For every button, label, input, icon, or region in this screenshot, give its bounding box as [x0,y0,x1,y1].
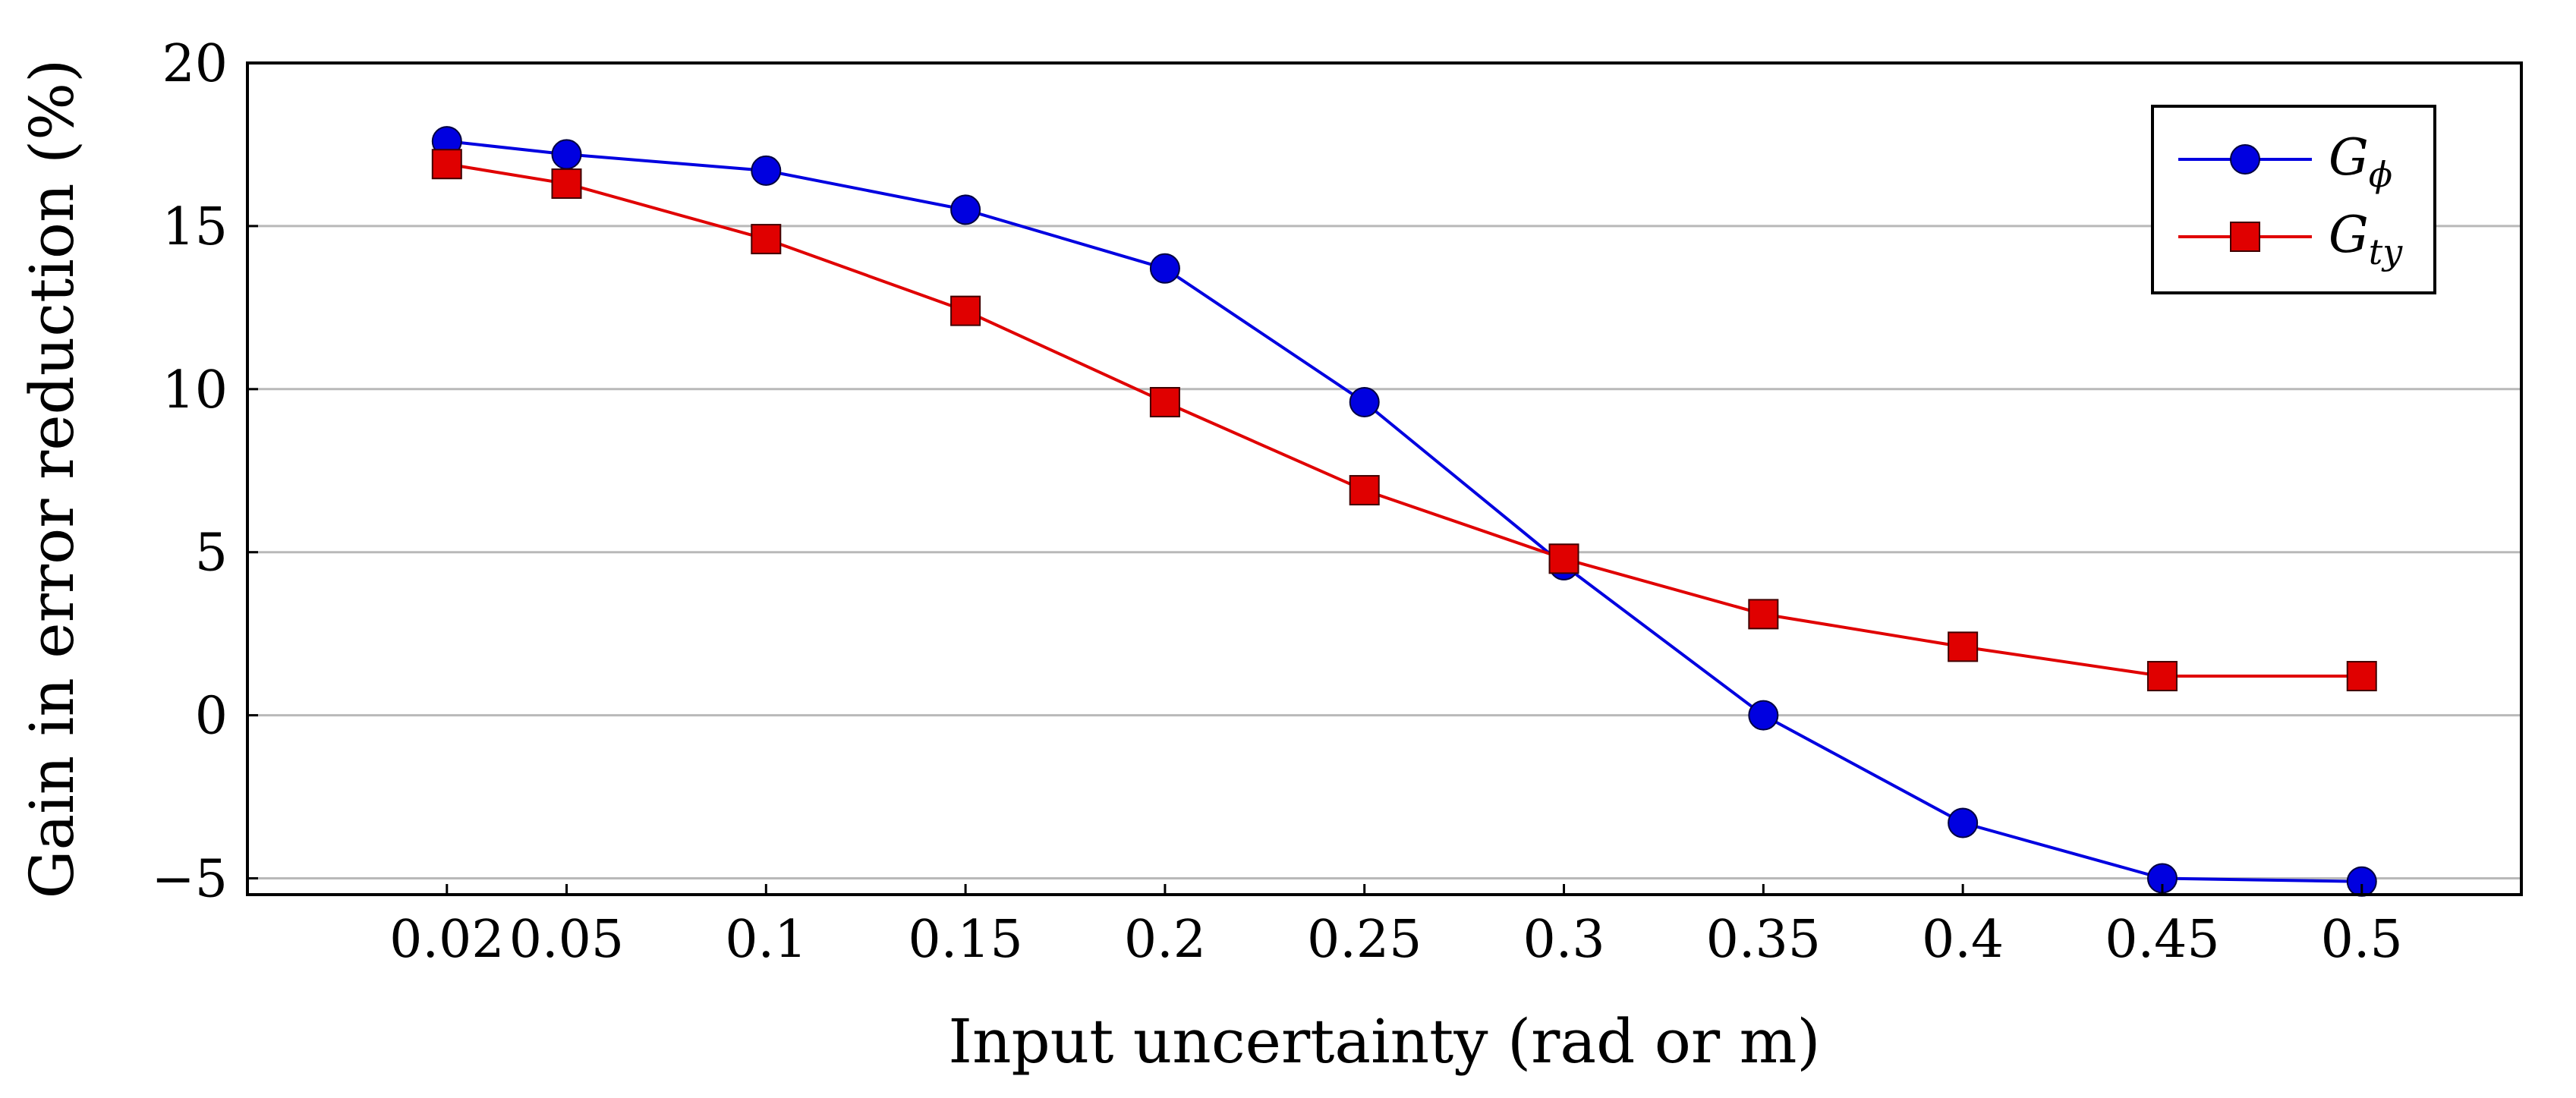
data-point [1948,807,1979,838]
x-tick-label: 0.2 [1124,910,1206,970]
x-tick-label: 0.25 [1307,910,1422,970]
data-point [1748,700,1779,731]
y-tick-label: −5 [152,850,228,910]
legend-label: Gϕ [2329,128,2392,195]
y-axis-title: Gain in error reduction (%) [17,59,87,899]
data-point [2346,661,2377,692]
x-tick-label: 0.45 [2105,910,2219,970]
x-tick-label: 0.05 [509,910,624,970]
legend: Gϕ Gty [2151,105,2436,294]
y-tick-label: 15 [162,197,228,257]
x-tick-label: 0.35 [1706,910,1821,970]
x-tick-label: 0.5 [2321,910,2403,970]
data-point [2146,661,2178,692]
x-tick-label: 0.15 [908,910,1022,970]
plot-frame [246,61,2523,896]
data-point [1149,253,1180,284]
y-tick-label: 5 [195,524,228,584]
data-point [431,149,462,180]
legend-label: Gty [2329,206,2403,272]
data-point [1349,475,1380,506]
y-tick-label: 20 [162,34,228,94]
x-axis-ticks: 0.02 0.05 0.1 0.15 0.2 0.25 0.3 0.35 0.4 0.45 0.5 [389,884,2403,970]
x-tick-label: 0.3 [1523,910,1604,970]
x-tick-label: 0.1 [725,910,807,970]
series-line [446,162,2362,678]
legend-box [2151,105,2436,294]
legend-marker [2230,144,2260,175]
legend-marker [2230,222,2260,252]
data-point [1548,543,1579,574]
data-point [1748,599,1779,630]
data-point [1948,631,1979,662]
series-layer [431,126,2377,897]
y-tick-label: 0 [195,687,228,747]
y-tick-label: 10 [162,360,228,420]
data-point [751,224,782,255]
data-point [751,155,782,186]
legend-entry-1: Gϕ [2178,128,2392,195]
x-tick-label: 0.02 [389,910,504,970]
data-point [950,295,981,326]
series-line [446,140,2362,883]
x-tick-label: 0.4 [1922,910,2004,970]
data-point [551,139,582,170]
series-1 [431,126,2377,897]
data-point [1149,386,1180,417]
data-point [551,168,582,200]
legend-entry-2: Gty [2178,206,2403,272]
y-axis-ticks: −5 0 5 10 15 20 [152,34,258,910]
x-axis-title: Input uncertainty (rad or m) [948,1006,1820,1077]
data-point [950,194,981,225]
series-2 [431,149,2377,692]
data-point [1349,386,1380,417]
